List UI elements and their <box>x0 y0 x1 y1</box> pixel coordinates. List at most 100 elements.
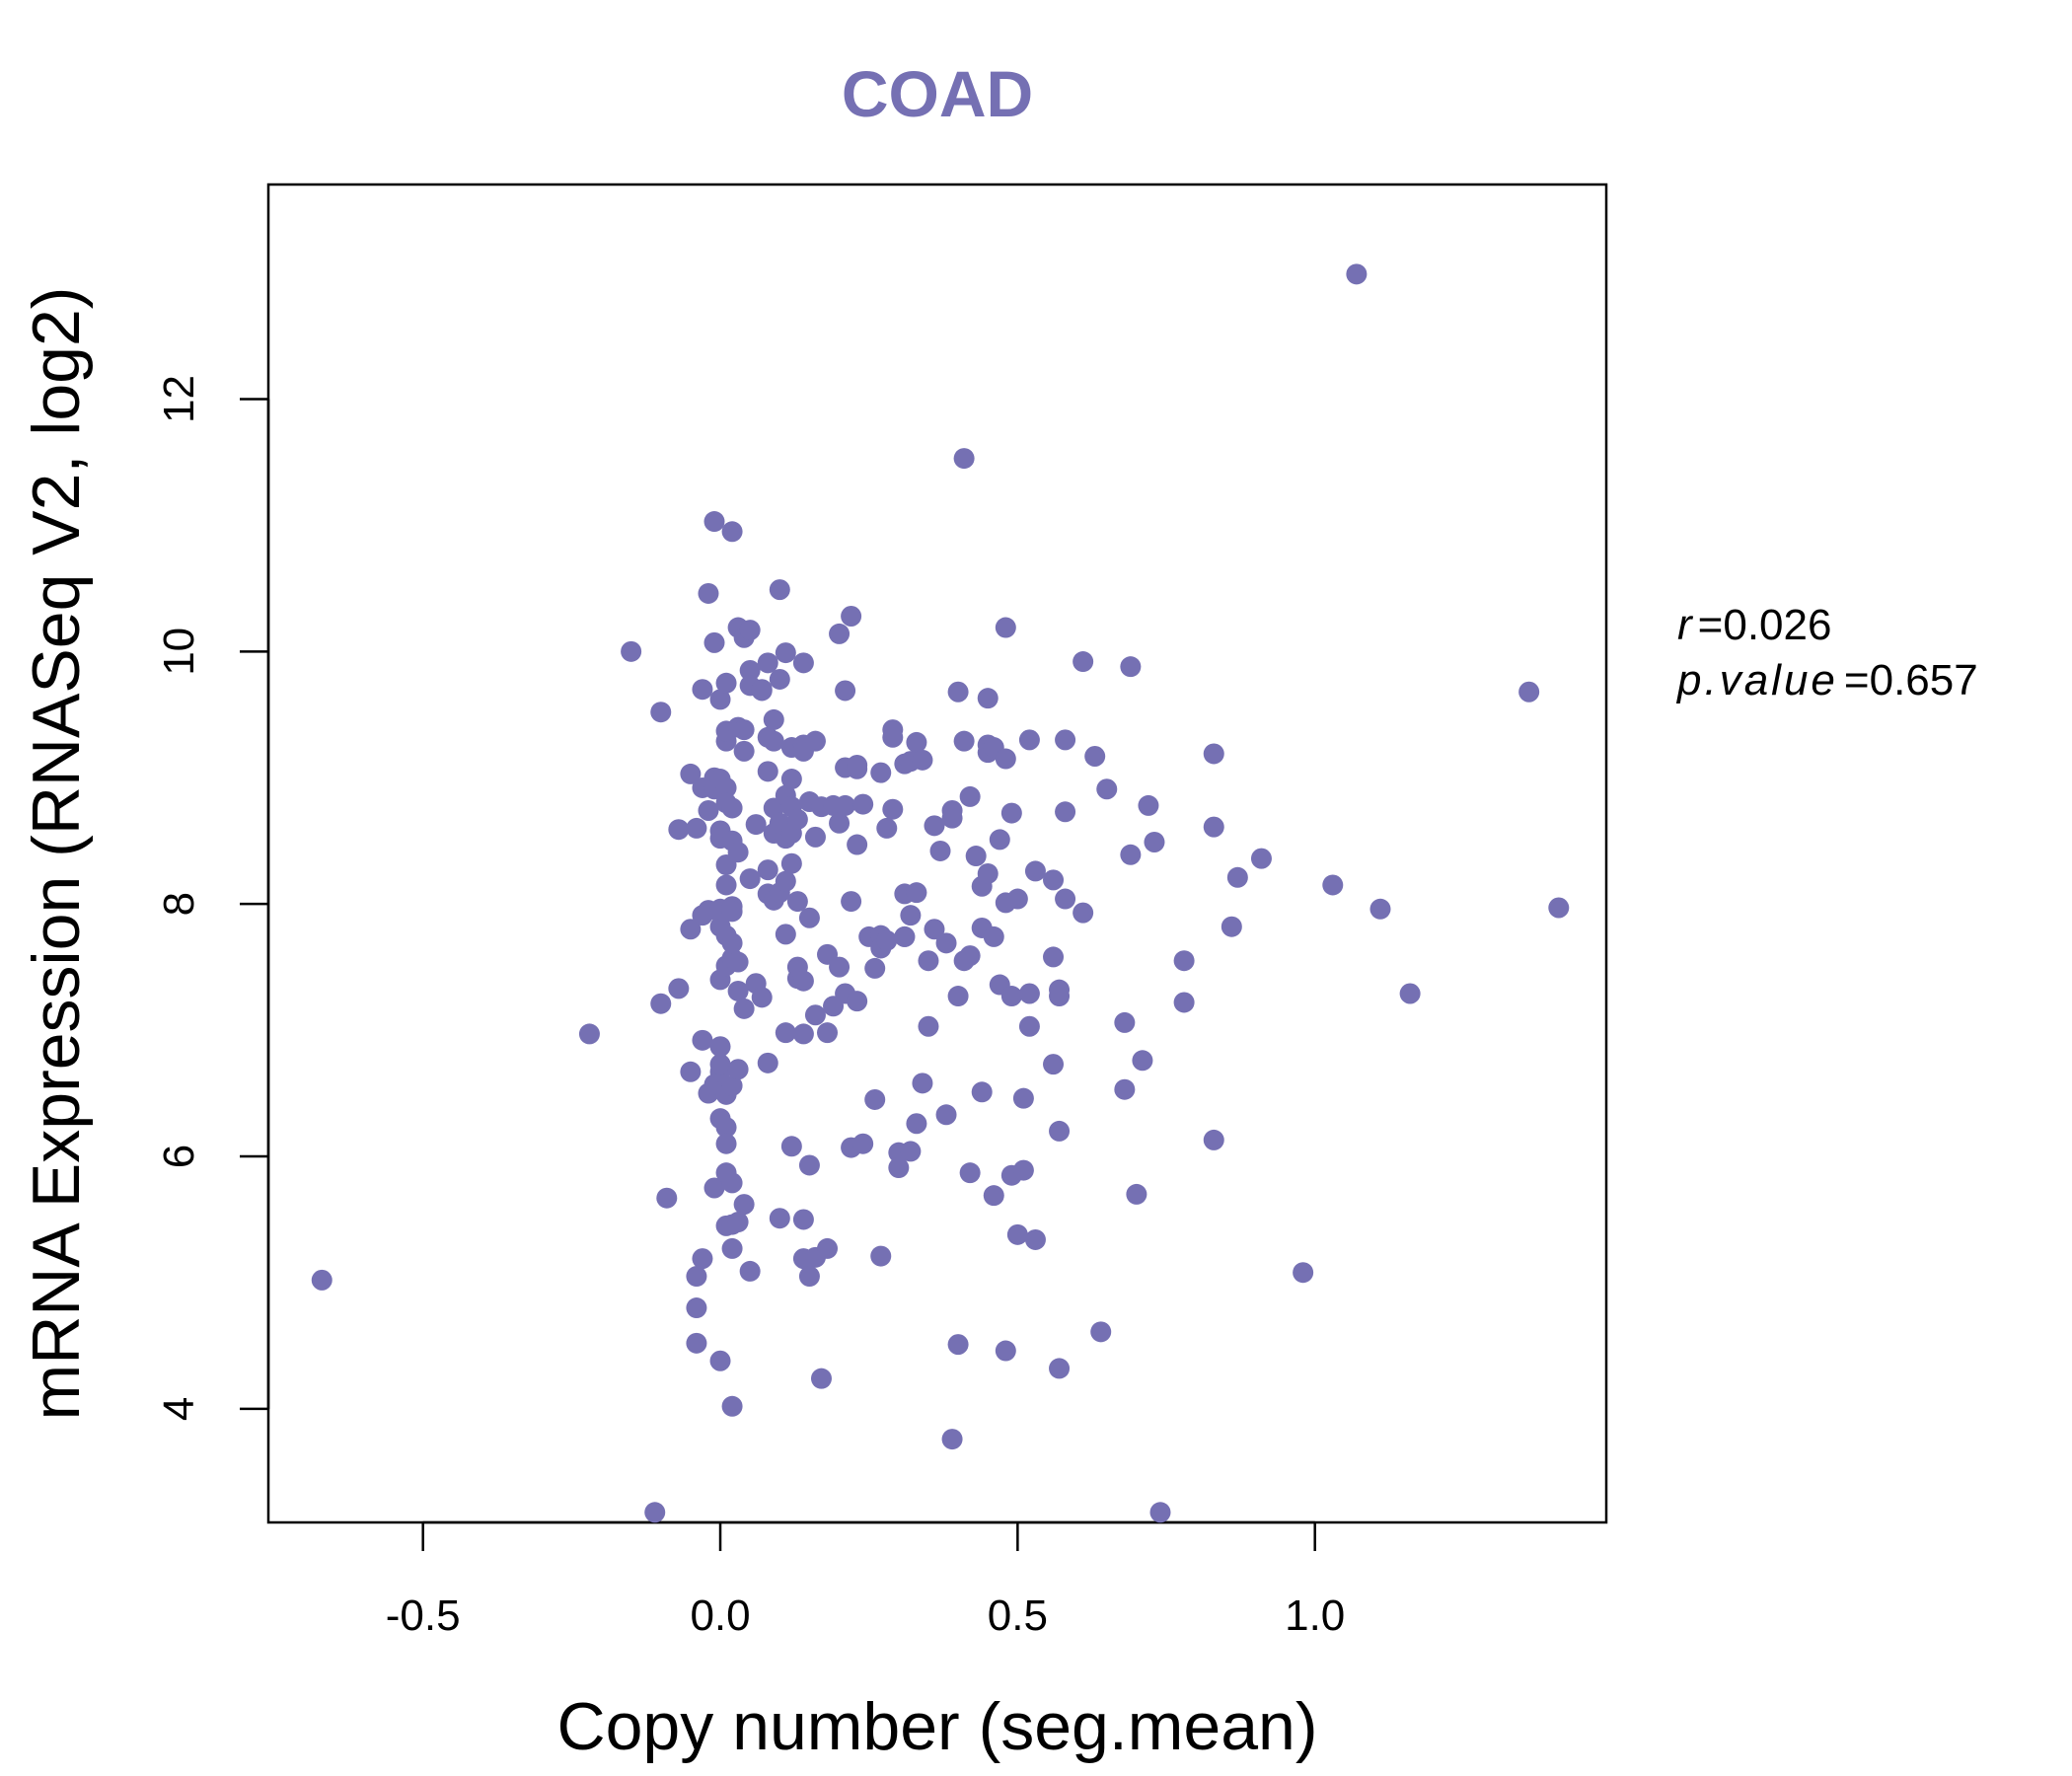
data-point <box>977 688 999 709</box>
data-point <box>1149 1502 1171 1523</box>
data-point <box>709 689 731 710</box>
data-point <box>935 1104 957 1126</box>
data-point <box>1346 263 1368 285</box>
data-point <box>780 1136 802 1157</box>
data-point <box>918 1015 939 1037</box>
data-point <box>924 815 945 837</box>
data-point <box>757 859 778 881</box>
data-point <box>709 1036 731 1058</box>
data-point <box>965 846 987 867</box>
data-point <box>727 1212 749 1233</box>
data-point <box>780 769 802 790</box>
data-point <box>1293 1262 1314 1284</box>
data-point <box>1120 656 1142 678</box>
data-point <box>829 812 851 834</box>
data-point <box>715 1133 737 1154</box>
data-point <box>757 652 778 674</box>
data-point <box>798 1266 820 1288</box>
data-point <box>733 740 755 762</box>
data-point <box>727 980 749 1001</box>
data-point <box>656 1187 678 1209</box>
data-point <box>1000 802 1022 824</box>
data-point <box>686 1332 707 1354</box>
data-point <box>703 511 725 533</box>
data-point <box>680 919 702 940</box>
data-point <box>1006 888 1028 910</box>
data-point <box>775 870 796 892</box>
y-tick-label: 8 <box>155 892 203 916</box>
data-point <box>1203 743 1224 765</box>
data-point <box>1055 801 1076 823</box>
data-point <box>870 1245 892 1267</box>
data-point <box>721 797 743 819</box>
data-point <box>769 579 790 601</box>
data-point <box>1226 866 1248 888</box>
data-point <box>1024 860 1046 882</box>
data-point <box>959 785 981 807</box>
data-point <box>995 748 1016 770</box>
data-point <box>847 991 868 1012</box>
data-point <box>953 730 975 752</box>
y-tick-label: 12 <box>155 375 203 423</box>
data-point <box>1173 992 1195 1013</box>
data-point <box>1018 983 1040 1004</box>
y-tick-label: 4 <box>155 1397 203 1421</box>
data-point <box>1322 874 1344 896</box>
data-point <box>1024 1228 1046 1250</box>
data-point <box>775 642 796 664</box>
data-point <box>1084 745 1106 767</box>
data-point <box>745 814 767 836</box>
data-point <box>1250 848 1272 869</box>
data-point <box>1203 816 1224 838</box>
data-point <box>751 679 773 701</box>
data-point <box>804 730 826 752</box>
data-point <box>882 798 904 820</box>
data-point <box>941 1429 963 1450</box>
data-point <box>900 905 922 926</box>
data-point <box>1012 1159 1034 1181</box>
data-point <box>1221 916 1242 937</box>
data-point <box>835 680 856 702</box>
data-point <box>757 761 778 782</box>
data-point <box>311 1269 333 1291</box>
data-point <box>644 1502 666 1523</box>
data-point <box>906 731 927 753</box>
data-point <box>786 891 808 913</box>
data-point <box>1006 1223 1028 1245</box>
data-point <box>680 1061 702 1082</box>
y-axis-label: mRNA Expression (RNASeq V2, log2) <box>19 287 94 1421</box>
data-point <box>1120 844 1142 865</box>
data-point <box>763 708 784 730</box>
data-point <box>763 730 784 752</box>
data-point <box>1399 983 1421 1004</box>
data-point <box>1000 986 1022 1007</box>
data-point <box>733 719 755 741</box>
data-point <box>1132 1050 1153 1072</box>
data-point <box>847 834 868 855</box>
data-point <box>739 868 761 890</box>
data-point <box>680 763 702 784</box>
x-axis-label: Copy number (seg.mean) <box>556 1689 1317 1764</box>
data-point <box>947 681 969 703</box>
data-point <box>941 807 963 829</box>
data-point <box>1114 1078 1136 1100</box>
data-point <box>721 932 743 954</box>
data-point <box>977 862 999 884</box>
data-point <box>900 1141 922 1162</box>
data-point <box>995 617 1016 638</box>
data-point <box>739 660 761 682</box>
data-point <box>780 852 802 874</box>
data-point <box>995 1340 1016 1362</box>
data-point <box>1055 888 1076 910</box>
data-point <box>912 749 933 771</box>
y-tick-label: 10 <box>155 628 203 676</box>
data-point <box>929 840 951 861</box>
data-point <box>959 945 981 967</box>
x-tick-label: 0.5 <box>988 1591 1048 1640</box>
data-point <box>1043 1054 1065 1075</box>
data-point <box>1138 794 1159 816</box>
p-annotation: p.value =0.657 <box>1675 656 1978 704</box>
data-point <box>1203 1129 1224 1150</box>
data-point <box>757 1052 778 1073</box>
data-point <box>715 672 737 694</box>
